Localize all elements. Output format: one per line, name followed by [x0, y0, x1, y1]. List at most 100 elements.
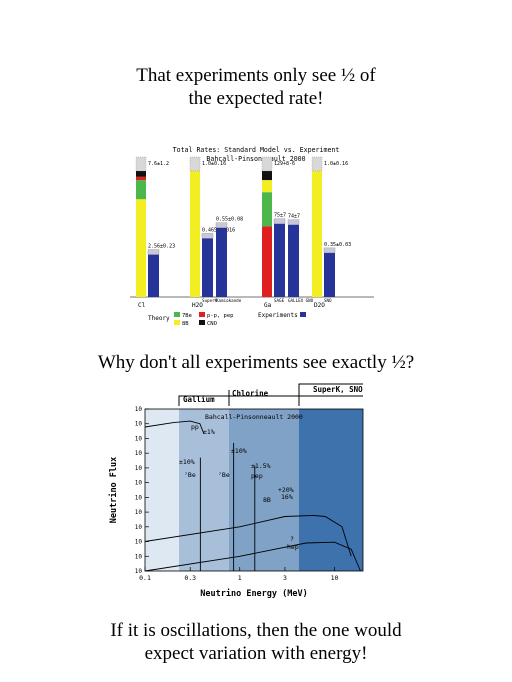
theory-segment-d2o-8b	[312, 171, 322, 297]
bar-chart-subtitle: Bahcall-Pinsonneault 2000	[206, 155, 305, 163]
y-tick-label-4: 10	[135, 524, 143, 531]
range-label-superk: SuperK, SNO	[313, 385, 363, 394]
experiment-value-label-d2o-0: 0.35±0.03	[324, 242, 351, 248]
neutrino-spectrum-svg: Gallium Chlorine SuperK, SNO 0.1 0.3 1 3 10 1…	[108, 383, 364, 599]
x-tick-label-1: 1	[238, 574, 242, 582]
theory-value-label-ga: 129+8-6	[274, 161, 295, 167]
spectrum-axes: 0.10.31310101210111010109108107106105104…	[135, 406, 339, 582]
group-label-h2o: H2O	[192, 302, 203, 309]
label-be-unc-right: ±10%	[231, 447, 247, 455]
y-tick-label-9: 10	[135, 450, 143, 457]
label-pp-unc: ±1%	[203, 428, 215, 436]
experiment-bar-ga-1	[288, 224, 299, 297]
experiment-value-label-cl-0: 2.56±0.23	[148, 244, 175, 250]
experiment-name-ga-0: SAGE	[274, 298, 285, 303]
y-tick-label-10: 10	[135, 435, 143, 442]
x-tick-label-3: 3	[283, 574, 287, 582]
spectrum-model-label: Bahcall-Pinsonneault 2000	[205, 413, 303, 421]
gallium-bracket	[178, 395, 363, 406]
rates-bar-chart-svg: Total Rates: Standard Model vs. Experime…	[130, 146, 374, 327]
legend-swatch-pp	[199, 312, 205, 317]
theory-segment-cl-cno	[136, 171, 146, 177]
series-curve-pp	[144, 420, 205, 435]
experiment-bar-ga-0	[274, 223, 285, 297]
group-label-cl: Cl	[138, 302, 146, 309]
x-tick-label-0-3: 0.3	[184, 574, 196, 582]
bar-chart-legend: Theory 7Be p-p, pep 8B CNO Experiments	[148, 312, 306, 327]
experiment-bar-h2o-0	[202, 238, 213, 297]
theory-segment-cl-7be	[136, 180, 146, 200]
bar-groups: 7.6±1.22.56±0.23Cl1.0±0.160.465±0.016Sup…	[135, 156, 351, 309]
x-tick-label-10: 10	[331, 574, 339, 582]
label-8b: 8B	[263, 496, 271, 504]
experiment-bar-cl-0	[148, 254, 159, 297]
y-tick-label-6: 10	[135, 494, 143, 501]
experiment-error-ga-1	[287, 219, 300, 225]
y-tick-label-8: 10	[135, 465, 143, 472]
conclusion-line-1: If it is oscillations, then the one woul…	[110, 620, 402, 641]
label-be-right: ⁷Be	[218, 471, 230, 479]
plot-frame	[144, 408, 364, 572]
series-curve-8b	[144, 514, 352, 557]
experiment-value-label-ga-1: 74±7	[288, 214, 300, 220]
experiment-bar-d2o-0	[324, 252, 335, 297]
x-axis-label: Neutrino Energy (MeV)	[200, 588, 307, 599]
theory-uncertainty-d2o	[311, 156, 323, 172]
experiment-error-ga-0	[273, 218, 286, 224]
group-label-ga: Ga	[264, 302, 272, 309]
experiment-error-cl-0	[147, 249, 160, 255]
label-be-left: ⁷Be	[184, 471, 196, 479]
label-hep-unc: ?	[290, 535, 294, 543]
theory-uncertainty-ga	[261, 156, 273, 172]
series-curve-hep	[144, 541, 361, 572]
label-pep-unc: ±1.5%	[251, 462, 271, 470]
label-pep: pep	[251, 472, 263, 480]
theory-segment-ga-7be	[262, 192, 272, 227]
y-tick-label-1: 10	[135, 568, 143, 575]
legend-theory-label: Theory	[148, 315, 170, 322]
range-label-gallium: Gallium	[183, 395, 215, 404]
theory-segment-ga-8b	[262, 180, 272, 193]
question-text: Why don't all experiments see exactly ½?	[97, 352, 415, 373]
y-tick-label-7: 10	[135, 480, 143, 487]
y-tick-label-12: 10	[135, 406, 143, 413]
experiment-name-ga-1: GALLEX GNO	[288, 298, 314, 303]
range-label-chlorine: Chlorine	[232, 389, 269, 398]
band-gallium	[179, 409, 229, 571]
theory-uncertainty-h2o	[189, 156, 201, 172]
experiment-error-h2o-1	[215, 222, 228, 228]
group-label-d2o: D2O	[314, 302, 325, 309]
theory-segment-cl-8b	[136, 199, 146, 297]
band-chlorine	[229, 409, 299, 571]
theory-segment-ga-p-p-pep	[262, 226, 272, 297]
y-axis-label: Neutrino Flux	[108, 457, 119, 524]
heading-line-2: the expected rate!	[188, 88, 324, 109]
legend-swatch-7be	[174, 312, 180, 317]
y-tick-label-5: 10	[135, 509, 143, 516]
experiment-value-label-h2o-1: 0.55±0.08	[216, 217, 243, 223]
experiment-value-label-ga-0: 75±7	[274, 213, 286, 219]
theory-value-label-h2o: 1.0±0.16	[202, 161, 226, 167]
theory-uncertainty-cl	[135, 156, 147, 172]
legend-item-cno: CNO	[207, 321, 217, 327]
neutrino-spectrum-chart: Gallium Chlorine SuperK, SNO 0.1 0.3 1 3 10 1…	[100, 382, 370, 608]
label-8b-unc-plus: +20%	[278, 486, 294, 494]
experiment-error-d2o-0	[323, 247, 336, 254]
experiment-name-h2o-0: SuperK	[202, 298, 218, 303]
label-hep: hep	[287, 543, 299, 551]
legend-swatch-8b	[174, 320, 180, 325]
spectrum-curves	[144, 420, 361, 572]
x-tick-label-0-1: 0.1	[139, 574, 151, 582]
y-tick-label-11: 10	[135, 421, 143, 428]
legend-item-pp: p-p, pep	[207, 313, 234, 319]
conclusion-line-2: expect variation with energy!	[144, 643, 368, 664]
experiment-name-d2o-0: SNO	[324, 298, 332, 303]
y-tick-label-2: 10	[135, 553, 143, 560]
theory-segment-h2o-8b	[190, 171, 200, 297]
experiment-error-h2o-0	[201, 233, 214, 239]
band-superk-sno	[299, 409, 363, 571]
experiment-name-h2o-1: Kamiokande	[216, 298, 242, 303]
legend-item-7be: 7Be	[182, 313, 192, 319]
legend-swatch-cno	[199, 320, 205, 325]
legend-experiments-label: Experiments	[258, 312, 298, 319]
